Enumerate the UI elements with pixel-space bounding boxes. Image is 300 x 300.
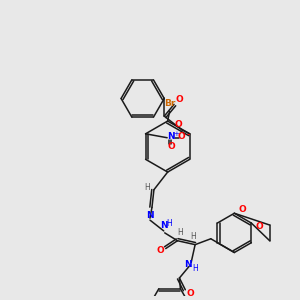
Text: H: H (192, 264, 198, 273)
Text: O: O (255, 223, 263, 232)
Text: H: H (166, 219, 172, 228)
Text: -: - (187, 129, 190, 139)
Text: O: O (174, 121, 182, 130)
Text: N: N (146, 211, 154, 220)
Text: H: H (144, 183, 150, 192)
Text: N: N (160, 220, 167, 230)
Text: Br: Br (164, 99, 175, 108)
Text: N: N (184, 260, 192, 269)
Text: O: O (175, 95, 183, 104)
Text: N: N (167, 132, 175, 141)
Text: O: O (178, 132, 186, 141)
Text: +: + (173, 131, 179, 137)
Text: O: O (157, 246, 165, 255)
Text: H: H (178, 228, 183, 237)
Text: O: O (238, 205, 246, 214)
Text: O: O (167, 142, 175, 151)
Text: H: H (190, 232, 196, 241)
Text: O: O (186, 289, 194, 298)
